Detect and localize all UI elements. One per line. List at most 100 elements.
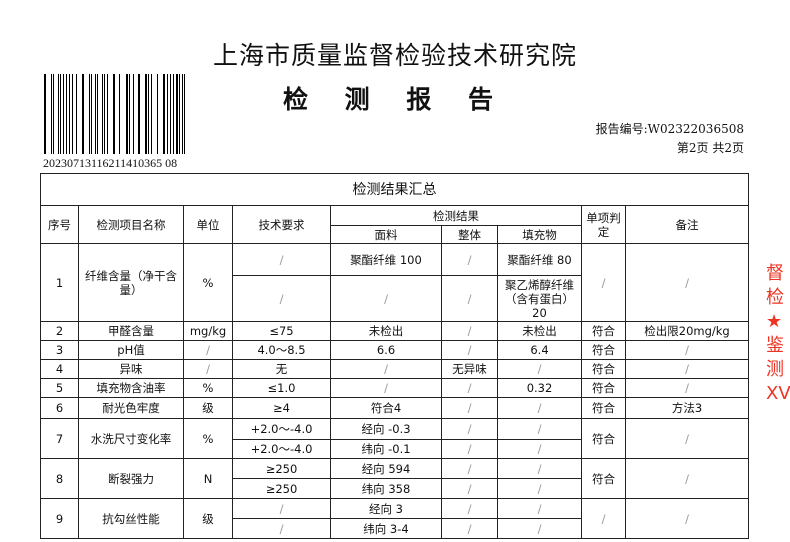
header-whole: 整体 — [441, 225, 498, 244]
cell-req: ≥250 — [232, 478, 331, 499]
cell-no: 4 — [40, 359, 79, 379]
institute-name: 上海市质量监督检验技术研究院 — [212, 41, 577, 70]
cell-whole: / — [441, 275, 498, 322]
cell-req: / — [232, 518, 331, 539]
cell-remark: / — [625, 418, 749, 459]
cell-item: 抗勾丝性能 — [78, 498, 184, 539]
cell-no: 7 — [40, 418, 79, 459]
cell-filling: 未检出 — [497, 321, 582, 341]
cell-item: 异味 — [78, 359, 184, 379]
cell-unit: % — [183, 378, 233, 398]
cell-remark: / — [625, 498, 749, 539]
cell-filling: / — [497, 397, 582, 419]
cell-filling: / — [497, 458, 582, 479]
cell-filling: / — [497, 418, 582, 440]
header-result: 检测结果 — [330, 205, 582, 226]
header-fabric: 面料 — [330, 225, 442, 244]
barcode — [44, 74, 190, 154]
cell-remark: / — [625, 458, 749, 499]
cell-whole: / — [441, 418, 498, 440]
barcode-number: 20230713116211410365 08 — [43, 156, 178, 170]
cell-no: 3 — [40, 340, 79, 360]
cell-req: ≥250 — [232, 458, 331, 479]
report-info: 报告编号:W02322036508 第2页 共2页 — [596, 120, 744, 158]
cell-judge: 符合 — [581, 321, 626, 341]
cell-whole: / — [441, 478, 498, 499]
cell-whole: / — [441, 243, 498, 276]
cell-fabric: 未检出 — [330, 321, 442, 341]
cell-remark: 检出限20mg/kg — [625, 321, 749, 341]
cell-no: 5 — [40, 378, 79, 398]
cell-filling: 6.4 — [497, 340, 582, 360]
cell-unit: % — [183, 243, 233, 322]
header-judge: 单项判定 — [581, 205, 626, 244]
table-row: 5 填充物含油率% ≤1.0//0.32 符合 / — [40, 378, 749, 398]
cell-fabric: 经向 3 — [330, 498, 442, 519]
cell-item: 甲醛含量 — [78, 321, 184, 341]
cell-fabric: 聚酯纤维 100 — [330, 243, 442, 276]
cell-no: 6 — [40, 397, 79, 419]
cell-item: 纤维含量（净干含量） — [78, 243, 184, 322]
cell-unit: / — [183, 340, 233, 360]
cell-no: 1 — [40, 243, 79, 322]
cell-no: 9 — [40, 498, 79, 539]
cell-filling: 聚酯纤维 80 — [497, 243, 582, 276]
cell-item: 水洗尺寸变化率 — [78, 418, 184, 459]
cell-req: 无 — [232, 359, 331, 379]
cell-remark: 方法3 — [625, 397, 749, 419]
cell-whole: / — [441, 397, 498, 419]
cell-filling: 聚乙烯醇纤维（含有蛋白）20 — [497, 275, 582, 322]
cell-unit: N — [183, 458, 233, 499]
cell-req: +2.0～-4.0 — [232, 439, 331, 459]
header-remark: 备注 — [625, 205, 749, 244]
cell-unit: mg/kg — [183, 321, 233, 341]
table-row: 2 甲醛含量 mg/kg ≤75 未检出 / 未检出 符合 检出限20mg/kg — [40, 321, 749, 341]
cell-req: ≤1.0 — [232, 378, 331, 398]
cell-no: 8 — [40, 458, 79, 499]
cell-filling: 0.32 — [497, 378, 582, 398]
cell-filling: / — [497, 478, 582, 499]
cell-fabric: 纬向 -0.1 — [330, 439, 442, 459]
table-row: 1 纤维含量（净干含量）% / 聚酯纤维 100/聚酯纤维 80// — [40, 243, 749, 322]
report-number: 报告编号:W02322036508 — [595, 122, 744, 136]
cell-req: +2.0～-4.0 — [232, 418, 331, 440]
cell-unit: % — [183, 418, 233, 459]
cell-fabric: / — [330, 359, 442, 379]
cell-whole: / — [441, 340, 498, 360]
cell-remark: / — [625, 340, 749, 360]
table-row: 7 水洗尺寸变化率% +2.0～-4.0 经向 -0.3// 符合 / — [40, 418, 749, 459]
header-no: 序号 — [40, 205, 79, 244]
cell-unit: / — [183, 359, 233, 379]
table-row: 3 pH值/4.0～8.5 6.6/6.4 符合 / — [40, 340, 749, 360]
page-number: 第2页 共2页 — [676, 141, 744, 155]
table-row: +2.0～-4.0 纬向 -0.1// — [41, 439, 749, 459]
cell-judge: 符合 — [581, 458, 626, 499]
cell-remark: / — [625, 243, 749, 322]
cell-req: 4.0～8.5 — [232, 340, 331, 360]
cell-item: pH值 — [78, 340, 184, 360]
cell-fabric: 经向 -0.3 — [330, 418, 442, 440]
cell-judge: 符合 — [581, 378, 626, 398]
cell-fabric: 6.6 — [330, 340, 442, 360]
table-row: 8 断裂强力 N ≥250 经向 594// 符合 / — [40, 458, 749, 499]
cell-judge: / — [581, 243, 626, 322]
header-item: 检测项目名称 — [78, 205, 184, 244]
cell-whole: / — [441, 518, 498, 539]
red-stamp: 督检 ★ 鉴测 XV — [766, 263, 790, 404]
cell-fabric: / — [330, 378, 442, 398]
cell-whole: / — [441, 378, 498, 398]
cell-req: / — [232, 243, 331, 276]
cell-fabric: / — [330, 275, 442, 322]
table-title: 检测结果汇总 — [40, 173, 749, 206]
cell-fabric: 纬向 358 — [330, 478, 442, 499]
cell-unit: 级 — [183, 498, 233, 539]
cell-item: 断裂强力 — [78, 458, 184, 499]
cell-fabric: 符合4 — [330, 397, 442, 419]
cell-judge: 符合 — [581, 397, 626, 419]
cell-unit: 级 — [183, 397, 233, 419]
header-req: 技术要求 — [232, 205, 331, 244]
cell-req: / — [232, 498, 331, 519]
cell-whole: / — [441, 439, 498, 459]
table-row: / 纬向 3-4// — [41, 518, 749, 539]
cell-whole: / — [441, 498, 498, 519]
